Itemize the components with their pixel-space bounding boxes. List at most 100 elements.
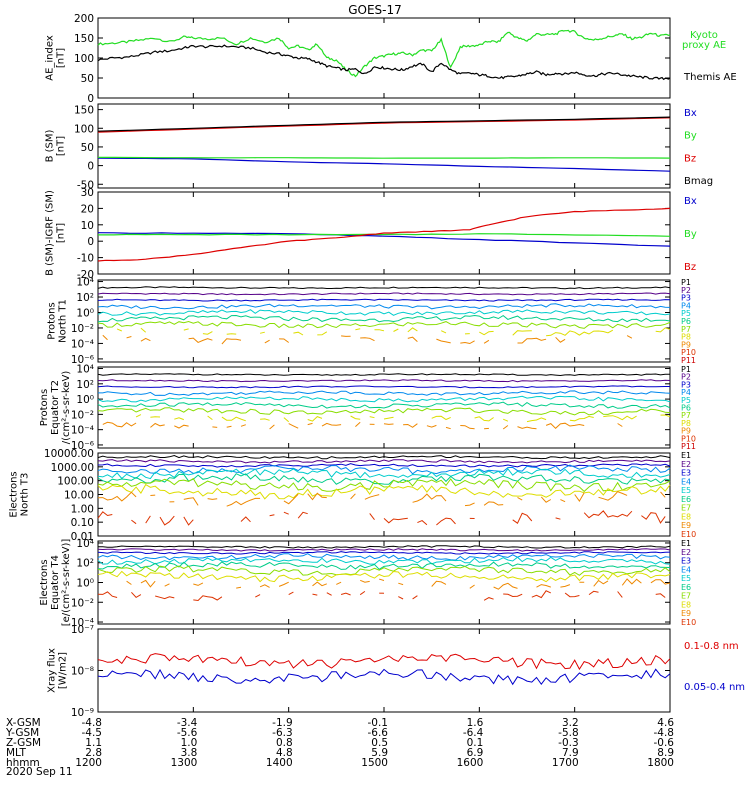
y-tick-label: 0.10 [71,517,94,529]
flux-line [174,418,184,420]
y-tick-label: 150 [74,33,94,45]
flux-line [484,598,494,601]
flux-line [560,585,570,588]
flux-line [260,419,270,420]
flux-line [375,330,385,331]
flux-line [351,494,356,499]
flux-line [313,594,318,595]
flux-line [98,469,670,479]
y-tick-label: 10² [76,558,94,570]
flux-line [503,426,508,430]
flux-line [241,425,246,427]
legend-proxy-ae: proxy AE [682,40,726,51]
y-tick-label: 0 [87,161,94,173]
y-tick-label: 10⁻⁷ [71,624,94,636]
channel-label-p11: P11 [681,356,696,365]
flux-line [661,415,671,417]
legend-bz: Bz [684,153,696,164]
legend-bmag: Bmag [684,176,713,187]
ephem-value: 1700 [552,757,579,769]
flux-line [532,591,551,598]
flux-line [436,339,450,343]
flux-line [465,503,475,506]
channel-label-e10: E10 [681,618,696,627]
y-axis-label: [nT] [56,223,67,243]
flux-line [484,502,503,505]
flux-line [360,580,370,582]
flux-line [260,332,265,333]
y-tick-label: 10000.00 [44,448,94,460]
flux-line [98,293,670,295]
flux-line [98,287,670,289]
flux-line [384,417,394,419]
flux-line [432,581,446,586]
flux-line [546,423,584,428]
y-tick-label: 200 [74,13,94,25]
flux-line [222,417,246,421]
ephem-value: 1500 [361,757,388,769]
flux-line [584,511,632,518]
flux-line [460,341,474,344]
flux-line [484,340,489,343]
flux-line [127,337,132,338]
channel-label-e8: E8 [681,512,691,521]
flux-line [98,479,670,492]
flux-line [117,329,122,331]
y-tick-label: 10 [81,220,94,232]
channel-label-p11: P11 [681,442,696,451]
legend-bx: Bx [684,196,697,207]
flux-line [98,552,670,554]
flux-line [236,587,241,588]
channel-label-e5: E5 [681,486,691,495]
flux-line [212,427,217,428]
flux-line [518,497,523,500]
flux-line [98,391,670,396]
flux-line [446,427,451,428]
channel-label-e6: E6 [681,495,691,504]
flux-line [98,304,670,309]
flux-line [589,591,599,594]
flux-line [98,408,670,415]
legend-bx: Bx [684,108,697,119]
flux-line [384,518,408,523]
flux-line [98,554,670,560]
y-tick-label: 100 [74,53,94,65]
y-axis-label: B (SM) [45,129,56,162]
flux-line [503,594,522,597]
ephem-value: 1300 [171,757,198,769]
flux-line [98,512,112,518]
flux-line [413,494,446,502]
flux-line [513,513,532,523]
flux-line [436,518,455,525]
y-axis-label: North T1 [58,299,69,343]
flux-line [413,596,418,599]
flux-line [398,597,403,599]
flux-line [165,584,170,586]
y-tick-label: 10⁰ [76,578,94,590]
channel-label-e5: E5 [681,574,691,583]
flux-line [141,580,155,586]
flux-line [308,417,322,422]
y-tick-label: 10⁻⁴ [71,338,94,350]
y-axis-label: [nT] [56,48,67,68]
flux-line [470,585,475,588]
flux-line [141,338,151,341]
y-tick-label: 30 [81,187,94,199]
y-axis-label: Equator T4 [50,555,61,610]
y-tick-label: 10⁴ [76,277,94,289]
flux-line [627,336,632,339]
channel-label-e10: E10 [681,530,696,539]
flux-line [317,332,327,335]
flux-line [98,464,670,467]
series-bz [98,118,670,132]
y-tick-label: 50 [81,73,94,85]
flux-line [98,549,670,551]
panel-frame [98,541,670,624]
flux-line [313,582,327,586]
flux-line [227,334,237,335]
flux-line [98,396,670,402]
flux-line [227,426,232,427]
